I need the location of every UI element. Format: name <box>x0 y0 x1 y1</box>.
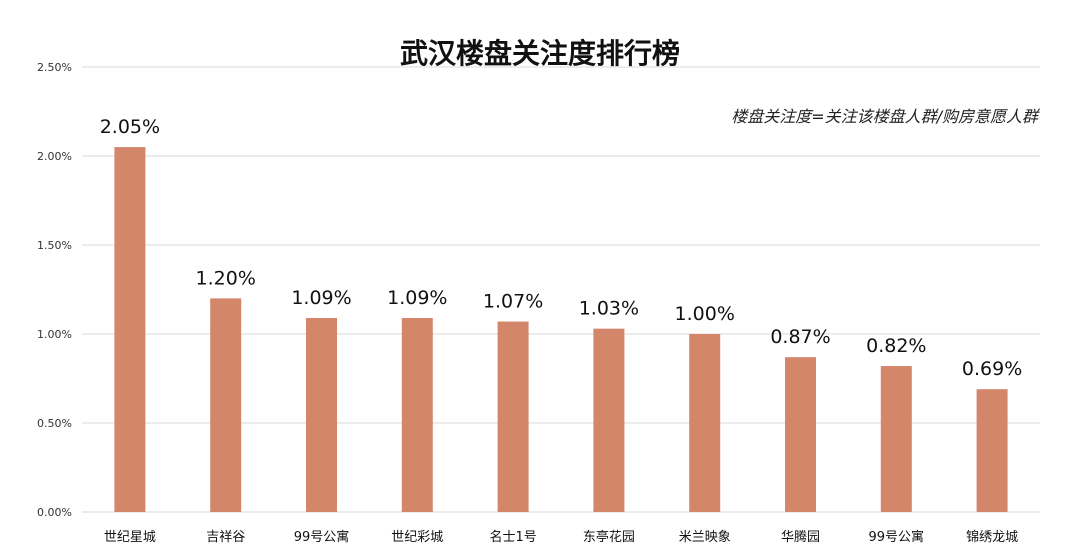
y-tick-label: 0.50% <box>37 417 72 430</box>
data-label: 1.09% <box>387 287 447 309</box>
bar <box>977 389 1008 512</box>
category-label: 米兰映象 <box>679 530 731 545</box>
y-tick-label: 1.00% <box>37 328 72 341</box>
y-tick-label: 1.50% <box>37 239 72 252</box>
bar <box>593 329 624 512</box>
bar <box>114 147 145 512</box>
bar <box>785 357 816 512</box>
data-label: 1.20% <box>196 267 256 289</box>
category-label: 世纪星城 <box>104 530 156 545</box>
category-label: 吉祥谷 <box>206 530 245 545</box>
category-label: 锦绣龙城 <box>966 530 1018 545</box>
category-label: 华腾园 <box>781 529 820 545</box>
bar <box>306 318 337 512</box>
y-tick-label: 2.50% <box>37 61 72 74</box>
data-label: 2.05% <box>100 116 160 138</box>
bar <box>210 298 241 512</box>
category-label: 名士1号 <box>489 529 536 545</box>
y-tick-label: 0.00% <box>37 506 72 519</box>
data-label: 0.69% <box>962 358 1022 380</box>
data-label: 1.07% <box>483 291 543 313</box>
y-tick-label: 2.00% <box>37 150 72 163</box>
category-label: 99号公寓 <box>294 529 350 545</box>
category-label: 99号公寓 <box>869 529 925 545</box>
category-label: 东亭花园 <box>583 529 635 545</box>
bar <box>881 366 912 512</box>
bar <box>689 334 720 512</box>
data-label: 1.03% <box>579 298 639 320</box>
data-label: 1.09% <box>291 287 351 309</box>
category-label: 世纪彩城 <box>391 530 443 545</box>
data-label: 0.82% <box>866 335 926 357</box>
data-label: 1.00% <box>675 303 735 325</box>
bar <box>402 318 433 512</box>
data-label: 0.87% <box>770 326 830 348</box>
bar <box>498 322 529 512</box>
